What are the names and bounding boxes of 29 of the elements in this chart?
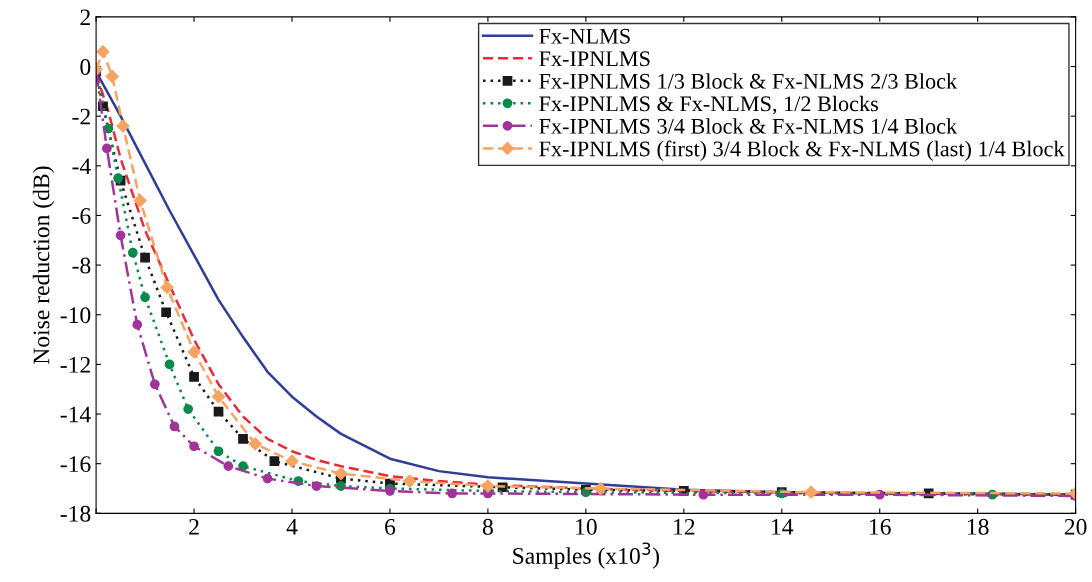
y-tick-label: -6 [72, 208, 91, 224]
x-tick-label: 4 [286, 519, 298, 535]
x-tick-label: 18 [967, 518, 989, 535]
x-tick-label: 12 [674, 518, 695, 535]
x-tick-label: 16 [869, 518, 891, 535]
x-tick-label: 6 [385, 518, 396, 535]
y-tick-label: -18 [60, 505, 91, 522]
x-axis-title: Samples (x10$^{3}$) [513, 542, 660, 569]
y-tick-label: -8 [72, 257, 91, 274]
x-tick-label: 14 [772, 518, 794, 535]
legend-label: Fx-IPNLMS [539, 51, 650, 67]
legend-label: Fx-IPNLMS 3/4 Block & Fx-NLMS 1/4 Block [539, 118, 958, 134]
legend-label: Fx-IPNLMS (first) 3/4 Block & Fx-NLMS (last) 1/4 Block [539, 140, 1065, 161]
y-tick-label: -2 [72, 108, 90, 125]
y-tick-label: 0 [80, 59, 91, 75]
y-tick-label: -16 [60, 456, 91, 473]
y-tick-label: 2 [80, 9, 90, 26]
y-tick-label: -4 [72, 158, 91, 174]
x-tick-label: 8 [482, 518, 493, 535]
y-tick-label: -10 [60, 307, 91, 324]
y-tick-label: -12 [60, 356, 90, 373]
x-tick-label: 10 [576, 518, 597, 535]
y-axis-title: Noise reduction (dB) [32, 166, 55, 365]
legend-label: Fx-NLMS [539, 28, 630, 44]
x-tick-label: 20 [1064, 518, 1087, 535]
x-tick-label: 2 [189, 518, 199, 535]
y-tick-label: -14 [60, 406, 91, 423]
legend-label: Fx-IPNLMS & Fx-NLMS, 1/2 Blocks [539, 95, 878, 115]
legend-label: Fx-IPNLMS 1/3 Block & Fx-NLMS 2/3 Block [539, 73, 958, 89]
